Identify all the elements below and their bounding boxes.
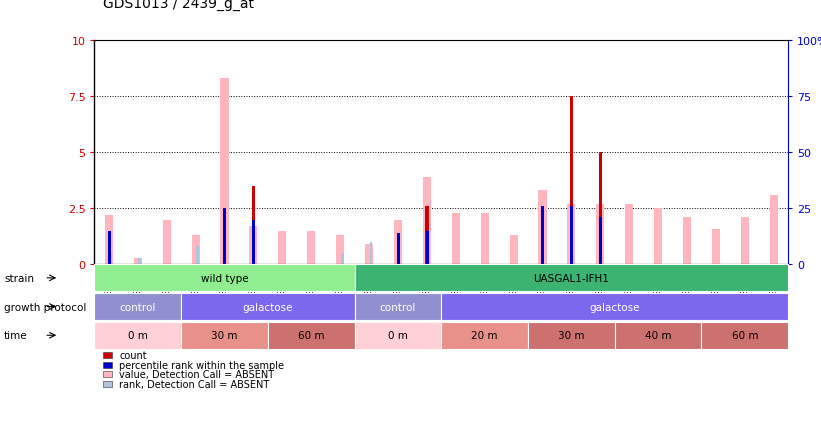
Bar bbox=[712, 229, 720, 265]
Text: 60 m: 60 m bbox=[732, 331, 758, 340]
Bar bbox=[191, 236, 200, 265]
Bar bbox=[365, 245, 373, 265]
Bar bbox=[134, 258, 142, 265]
Bar bbox=[541, 207, 544, 265]
Bar bbox=[539, 191, 547, 265]
Bar bbox=[109, 253, 112, 265]
Text: growth protocol: growth protocol bbox=[4, 302, 86, 312]
Bar bbox=[278, 231, 287, 265]
Text: strain: strain bbox=[4, 273, 34, 283]
Text: 20 m: 20 m bbox=[471, 331, 498, 340]
Text: 0 m: 0 m bbox=[128, 331, 148, 340]
Text: time: time bbox=[4, 331, 28, 340]
Bar bbox=[571, 207, 573, 265]
Text: 40 m: 40 m bbox=[644, 331, 672, 340]
Bar bbox=[221, 79, 228, 265]
Bar bbox=[425, 207, 429, 265]
Text: 0 m: 0 m bbox=[388, 331, 408, 340]
Text: percentile rank within the sample: percentile rank within the sample bbox=[119, 360, 284, 370]
Text: rank, Detection Call = ABSENT: rank, Detection Call = ABSENT bbox=[119, 379, 269, 389]
Bar bbox=[480, 214, 488, 265]
Bar bbox=[307, 231, 315, 265]
Text: GDS1013 / 2439_g_at: GDS1013 / 2439_g_at bbox=[103, 0, 254, 11]
Bar bbox=[369, 242, 373, 265]
Text: wild type: wild type bbox=[200, 273, 248, 283]
Bar bbox=[625, 204, 633, 265]
Bar bbox=[250, 227, 258, 265]
Text: count: count bbox=[119, 351, 147, 360]
Text: 60 m: 60 m bbox=[298, 331, 324, 340]
Bar bbox=[105, 216, 113, 265]
Bar bbox=[252, 187, 255, 265]
Bar bbox=[397, 233, 400, 265]
Bar bbox=[599, 218, 602, 265]
Bar bbox=[163, 220, 171, 265]
Text: galactose: galactose bbox=[589, 302, 640, 312]
Bar bbox=[139, 258, 141, 265]
Bar bbox=[196, 247, 199, 265]
Bar bbox=[425, 231, 429, 265]
Bar bbox=[341, 253, 343, 265]
Bar bbox=[654, 209, 662, 265]
Bar bbox=[769, 195, 777, 265]
Text: control: control bbox=[380, 302, 416, 312]
Bar bbox=[567, 204, 576, 265]
Text: 30 m: 30 m bbox=[211, 331, 238, 340]
Bar bbox=[570, 97, 573, 265]
Text: 30 m: 30 m bbox=[558, 331, 585, 340]
Text: galactose: galactose bbox=[242, 302, 293, 312]
Bar bbox=[423, 178, 431, 265]
Bar bbox=[683, 218, 691, 265]
Text: control: control bbox=[120, 302, 156, 312]
Text: UASGAL1-IFH1: UASGAL1-IFH1 bbox=[534, 273, 609, 283]
Bar bbox=[452, 214, 460, 265]
Bar bbox=[510, 236, 517, 265]
Bar bbox=[252, 220, 255, 265]
Text: value, Detection Call = ABSENT: value, Detection Call = ABSENT bbox=[119, 370, 274, 379]
Bar bbox=[336, 236, 344, 265]
Bar bbox=[596, 204, 604, 265]
Bar bbox=[223, 209, 227, 265]
Bar bbox=[741, 218, 749, 265]
Bar bbox=[599, 153, 602, 265]
Bar bbox=[108, 231, 111, 265]
Bar bbox=[394, 220, 402, 265]
